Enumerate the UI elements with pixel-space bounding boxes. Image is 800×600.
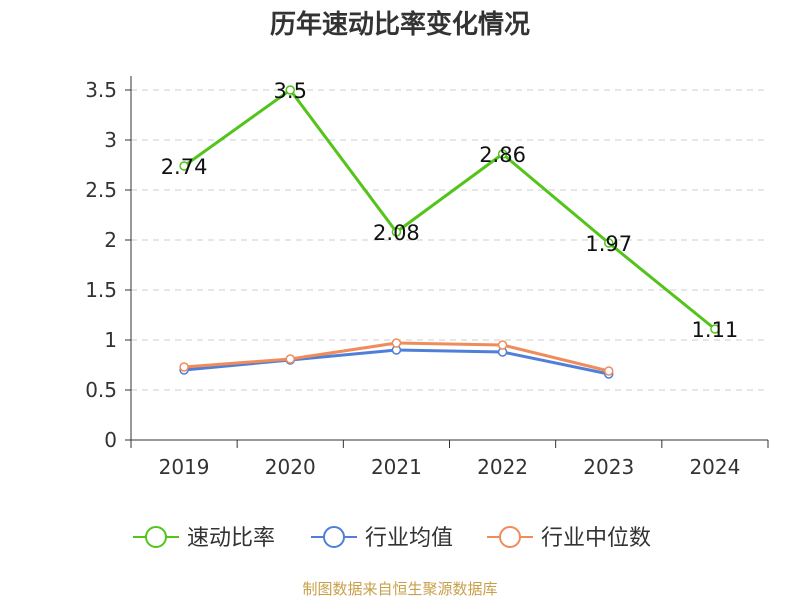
legend-label: 行业均值: [365, 526, 453, 551]
x-tick-label: 2023: [583, 455, 634, 479]
y-tick-label: 3: [104, 128, 117, 152]
data-labels: 2.74 3.5 2.08 2.86 1.97 1.11: [161, 79, 739, 342]
y-tick-label: 0.5: [85, 378, 117, 402]
data-label: 2.74: [161, 155, 208, 179]
x-tick-label: 2020: [265, 455, 316, 479]
legend-item[interactable]: 速动比率: [133, 526, 275, 551]
data-point: [497, 340, 508, 350]
legend-label: 行业中位数: [541, 526, 651, 551]
data-label: 3.5: [274, 79, 307, 103]
data-label: 2.08: [373, 221, 420, 245]
x-tick-label: 2019: [159, 455, 210, 479]
legend-item[interactable]: 行业中位数: [487, 526, 651, 551]
axes: 0 0.5 1 1.5 2 2.5 3 3.5 2019 2020 2021 2022 2023 2024: [85, 76, 769, 479]
series-line-0: [183, 88, 716, 331]
data-label: 1.11: [692, 318, 739, 342]
grid-lines: [131, 89, 768, 391]
series-lines: [179, 85, 720, 379]
y-tick-label: 2: [104, 228, 117, 252]
x-tick-label: 2021: [371, 455, 422, 479]
y-tick-label: 1: [104, 328, 117, 352]
data-point: [391, 227, 402, 237]
y-tick-label: 2.5: [85, 178, 117, 202]
data-point: [285, 354, 295, 364]
y-tick-label: 3.5: [85, 78, 117, 102]
data-point: [497, 149, 508, 159]
data-point: [710, 324, 720, 334]
legend[interactable]: 速动比率 行业均值 行业中位数: [133, 526, 651, 551]
legend-swatch-marker: [145, 526, 167, 548]
legend-label: 速动比率: [187, 526, 275, 551]
y-tick-label: 0: [104, 428, 117, 452]
source-note: 制图数据来自恒生聚源数据库: [302, 580, 498, 598]
data-point: [604, 366, 614, 376]
data-point: [179, 362, 189, 372]
legend-swatch-marker: [499, 526, 521, 548]
legend-item[interactable]: 行业均值: [311, 526, 453, 551]
data-label: 1.97: [585, 232, 632, 256]
x-tick-label: 2024: [689, 455, 740, 479]
data-point: [391, 338, 402, 348]
data-point: [179, 161, 189, 171]
y-tick-label: 1.5: [85, 278, 117, 302]
data-label: 2.86: [479, 143, 526, 167]
data-point: [604, 238, 614, 248]
chart-title: 历年速动比率变化情况: [269, 10, 530, 40]
legend-swatch-marker: [323, 526, 345, 548]
x-tick-label: 2022: [477, 455, 528, 479]
data-point: [285, 85, 295, 95]
